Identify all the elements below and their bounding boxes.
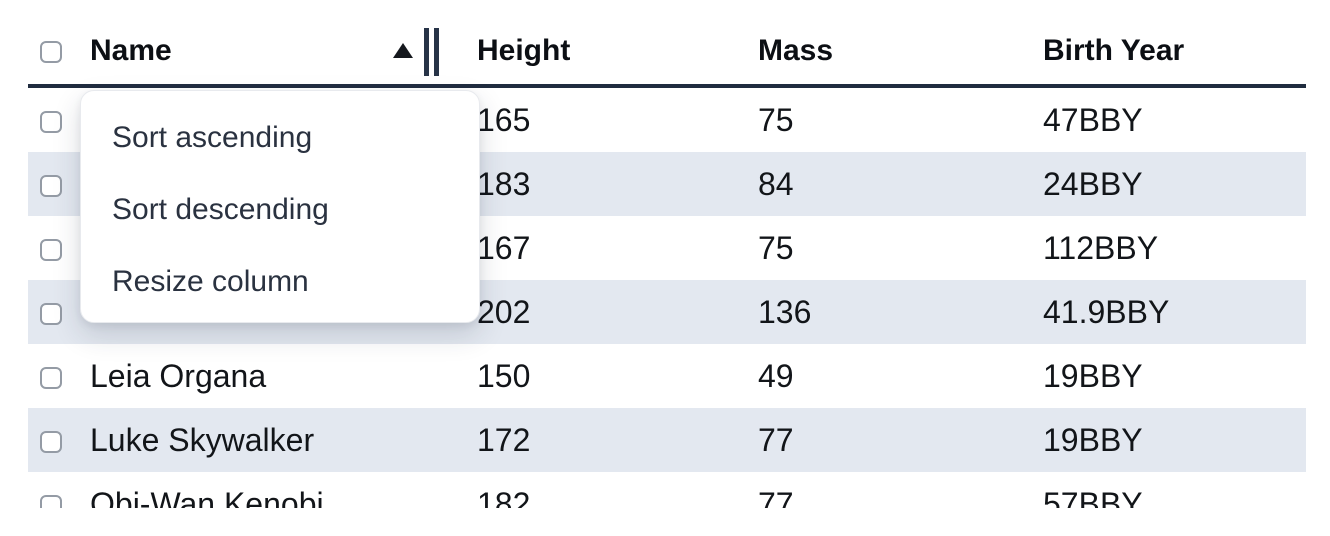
- select-all-cell: [28, 0, 78, 88]
- column-label-birth-year: Birth Year: [1043, 34, 1185, 67]
- table-viewport: Name Height Mass Birth Year: [28, 0, 1306, 508]
- cell-height: 150: [477, 357, 531, 394]
- checkbox-cell: [28, 344, 78, 408]
- table-header: Name Height Mass Birth Year: [28, 0, 1306, 88]
- menu-item-resize-column[interactable]: Resize column: [112, 265, 309, 298]
- cell-birth-year: 41.9BBY: [1031, 280, 1306, 344]
- cell-birth-year: 19BBY: [1031, 408, 1306, 472]
- cell-birth-year: 112BBY: [1043, 229, 1159, 266]
- cell-mass: 84: [746, 152, 1031, 216]
- cell-mass: 75: [758, 101, 794, 138]
- checkbox-cell: [28, 408, 78, 472]
- header-row: Name Height Mass Birth Year: [28, 0, 1306, 88]
- cell-mass: 49: [758, 357, 794, 394]
- sort-ascending-icon: [393, 43, 413, 58]
- cell-height: 172: [465, 408, 746, 472]
- row-checkbox[interactable]: [40, 367, 62, 390]
- checkbox-cell: [28, 216, 78, 280]
- menu-item-sort-descending[interactable]: Sort descending: [112, 193, 329, 226]
- cell-height: 183: [465, 152, 746, 216]
- column-label-mass: Mass: [758, 34, 834, 67]
- menu-item-sort-ascending[interactable]: Sort ascending: [112, 121, 313, 154]
- row-checkbox[interactable]: [40, 431, 62, 454]
- cell-birth-year: 47BBY: [1043, 101, 1143, 138]
- column-resize-handle[interactable]: [424, 28, 439, 76]
- table-row: 165 75 47BBY: [28, 88, 1306, 152]
- column-label-name: Name: [90, 34, 172, 67]
- cell-birth-year: 24BBY: [1031, 152, 1306, 216]
- cell-height: 182: [477, 485, 531, 509]
- table-row: Obi-Wan Kenobi 182 77 57BBY: [28, 472, 1306, 508]
- cell-mass: 77: [746, 408, 1031, 472]
- row-checkbox[interactable]: [40, 111, 62, 134]
- row-checkbox[interactable]: [40, 495, 62, 508]
- cell-height: 167: [477, 229, 531, 266]
- column-header-birth-year[interactable]: Birth Year: [1031, 0, 1306, 88]
- cell-name: Leia Organa: [90, 357, 267, 394]
- column-header-mass[interactable]: Mass: [746, 0, 1031, 88]
- row-checkbox[interactable]: [40, 175, 62, 198]
- checkbox-cell: [28, 88, 78, 152]
- cell-mass: 75: [758, 229, 794, 266]
- cell-height: 165: [477, 101, 531, 138]
- checkbox-cell: [28, 472, 78, 508]
- cell-birth-year: 57BBY: [1043, 485, 1143, 509]
- table-row: 167 75 112BBY: [28, 216, 1306, 280]
- select-all-checkbox[interactable]: [40, 41, 62, 64]
- cell-mass: 77: [758, 485, 794, 509]
- cell-name: Obi-Wan Kenobi: [90, 485, 324, 509]
- column-label-height: Height: [477, 34, 571, 67]
- column-header-name[interactable]: Name: [78, 0, 465, 88]
- column-context-menu: Sort ascending Sort descending Resize co…: [80, 90, 480, 323]
- table-row: Leia Organa 150 49 19BBY: [28, 344, 1306, 408]
- row-checkbox[interactable]: [40, 239, 62, 262]
- cell-height: 202: [465, 280, 746, 344]
- cell-name: Luke Skywalker: [78, 408, 465, 472]
- column-header-height[interactable]: Height: [465, 0, 746, 88]
- checkbox-cell: [28, 152, 78, 216]
- row-checkbox[interactable]: [40, 303, 62, 326]
- cell-birth-year: 19BBY: [1043, 357, 1143, 394]
- cell-mass: 136: [746, 280, 1031, 344]
- checkbox-cell: [28, 280, 78, 344]
- table-row: Luke Skywalker 172 77 19BBY: [28, 408, 1306, 472]
